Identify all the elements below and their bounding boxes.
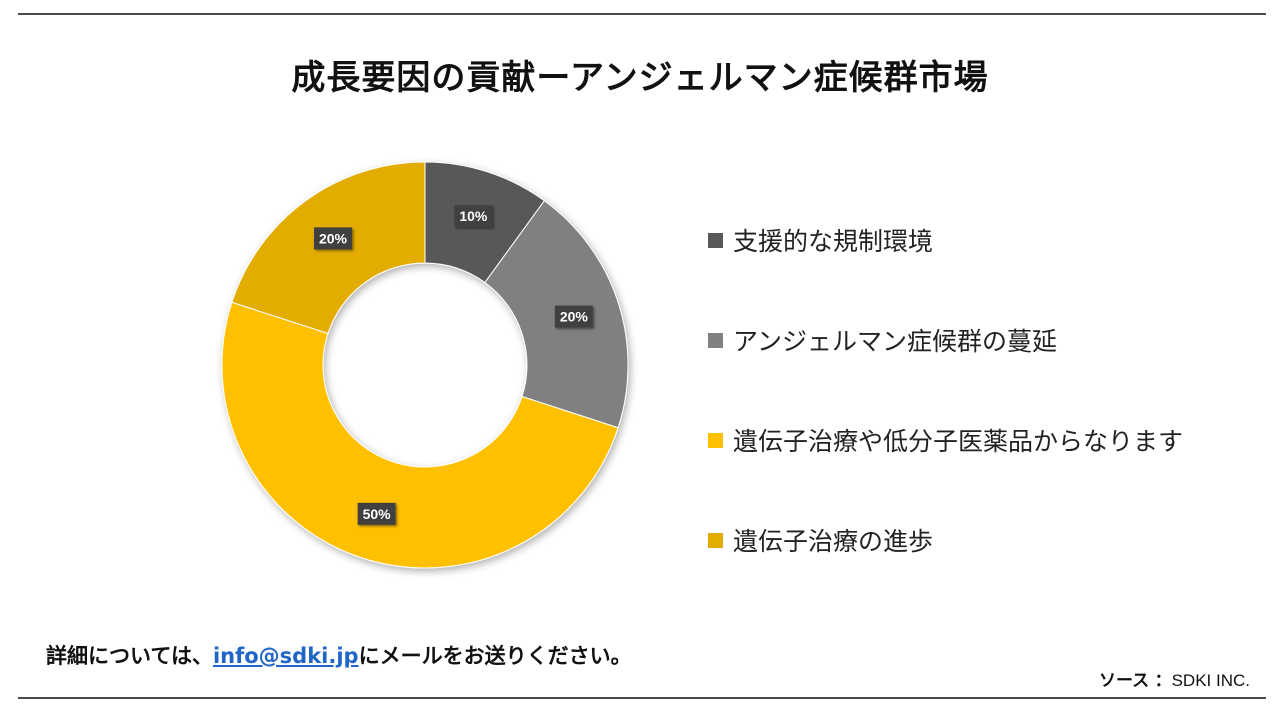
chart-title: 成長要因の貢献ーアンジェルマン症候群市場: [291, 58, 989, 98]
source-label: ソース: [1099, 671, 1150, 691]
slice-data-label-box: [454, 205, 493, 228]
slice-data-label-text: 50%: [363, 506, 392, 522]
slice-data-label-box: [314, 227, 353, 250]
legend-label: 遺伝子治療や低分子医薬品からなります: [733, 427, 1184, 456]
legend-label: 遺伝子治療の進歩: [733, 527, 934, 556]
slice-data-label: 20%: [554, 305, 593, 328]
legend-label: アンジェルマン症候群の蔓延: [733, 327, 1058, 356]
legend-item: 遺伝子治療の進歩: [708, 490, 1183, 590]
contact-email-link[interactable]: info@sdki.jp: [212, 644, 359, 668]
donut-chart: 10% 20% 50% 20%: [221, 161, 629, 569]
slice-data-label-box: [554, 305, 593, 328]
source-value: SDKI INC.: [1171, 671, 1250, 690]
legend-swatch: [708, 232, 723, 248]
legend-swatch: [708, 532, 723, 548]
slice-data-label: 50%: [357, 502, 396, 525]
legend-item: 支援的な規制環境: [708, 190, 1183, 290]
top-rule: [18, 13, 1266, 15]
contact-note: 詳細については、info@sdki.jpにメールをお送りください。: [46, 640, 632, 670]
chart-legend: 支援的な規制環境アンジェルマン症候群の蔓延遺伝子治療や低分子医薬品からなります遺…: [708, 190, 1183, 590]
slice-data-label-text: 20%: [560, 309, 589, 325]
contact-prefix: 詳細については、: [46, 644, 213, 668]
legend-swatch: [708, 432, 723, 448]
contact-suffix: にメールをお送りください。: [358, 644, 632, 668]
slice-data-label: 20%: [314, 227, 353, 250]
source-colon: ：: [1154, 671, 1172, 691]
slice-data-label: 10%: [454, 205, 493, 228]
legend-item: アンジェルマン症候群の蔓延: [708, 290, 1183, 390]
source-credit: ソース ：SDKI INC.: [1099, 666, 1250, 691]
legend-swatch: [708, 332, 723, 348]
slice-data-label-text: 10%: [459, 208, 488, 224]
donut-slice: [221, 301, 619, 569]
legend-item: 遺伝子治療や低分子医薬品からなります: [708, 390, 1183, 490]
slice-data-label-box: [357, 502, 396, 525]
bottom-rule: [18, 697, 1266, 699]
slice-data-label-text: 20%: [319, 230, 348, 246]
legend-label: 支援的な規制環境: [733, 227, 934, 256]
